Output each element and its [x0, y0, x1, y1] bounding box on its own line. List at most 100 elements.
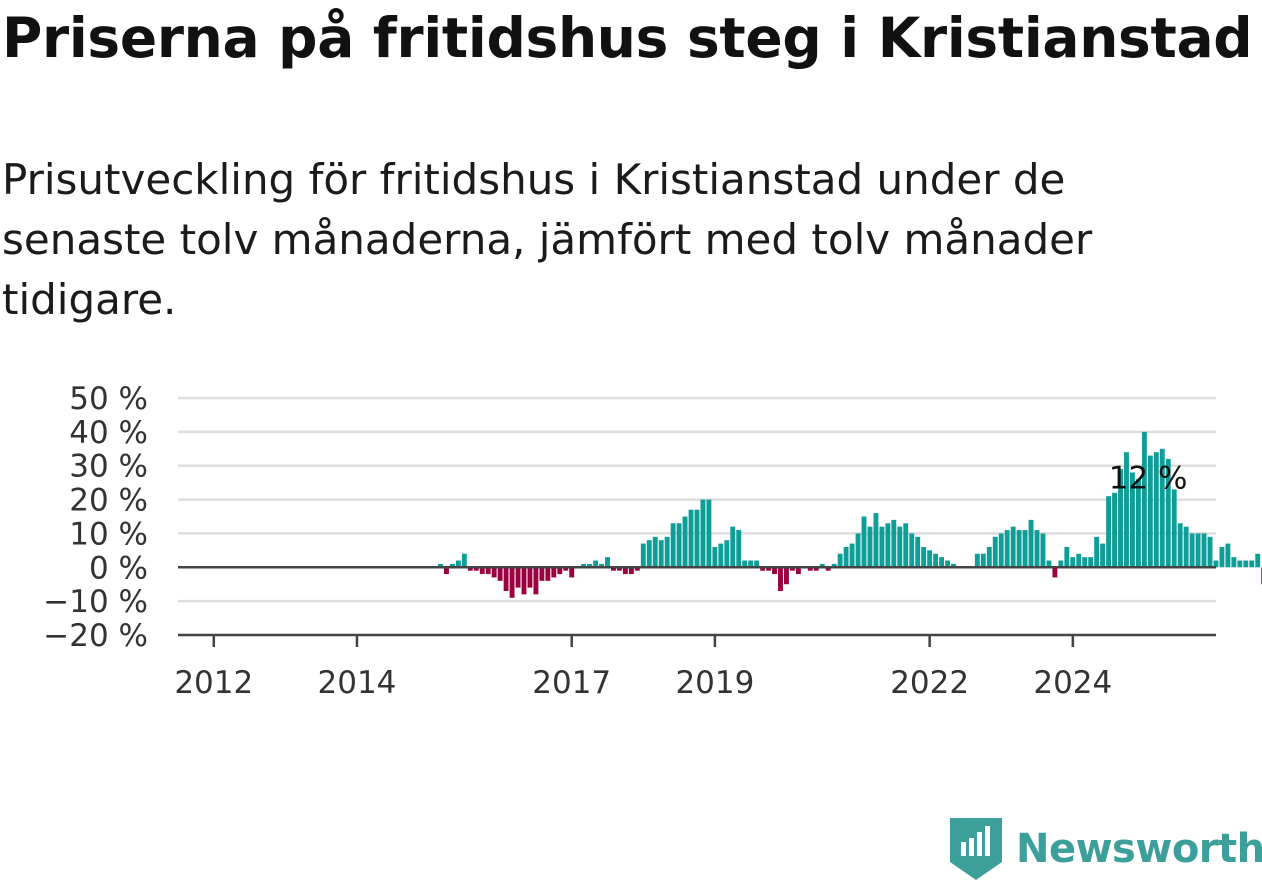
bar [855, 533, 861, 568]
y-tick-label: −20 % [43, 618, 148, 654]
bar [784, 567, 789, 585]
bar [760, 567, 766, 571]
bar [909, 533, 915, 568]
bar [509, 567, 515, 598]
bar [867, 526, 873, 568]
bar [467, 567, 473, 571]
bar [533, 567, 539, 595]
bar [903, 523, 909, 568]
bar [1147, 455, 1153, 568]
bar [1195, 533, 1201, 568]
bar [581, 563, 587, 568]
bar [563, 567, 569, 571]
bar [1189, 533, 1195, 568]
bar [479, 567, 485, 575]
bar [1016, 530, 1022, 568]
bar [622, 567, 628, 575]
bar [933, 553, 939, 568]
bar [1022, 530, 1028, 568]
bar [843, 546, 849, 568]
bar [539, 567, 545, 581]
bar [831, 563, 837, 568]
bar [1070, 557, 1076, 568]
bar [1225, 543, 1231, 568]
bar [1046, 560, 1052, 568]
bar [1165, 458, 1171, 568]
bar [503, 567, 509, 591]
brand-name: Newsworthy [1016, 826, 1262, 872]
chart-subtitle: Prisutveckling för fritidshus i Kristian… [2, 155, 1093, 324]
x-tick-label: 2012 [174, 665, 253, 700]
bar [449, 563, 455, 568]
bar [921, 546, 927, 568]
x-tick-label: 2022 [890, 665, 969, 700]
bar [998, 533, 1004, 568]
bar [551, 567, 557, 578]
bar [497, 567, 503, 581]
bar [587, 563, 593, 568]
brand: Newsworthy [950, 818, 1262, 880]
bar [1141, 431, 1147, 568]
bar [706, 499, 712, 568]
bar [849, 543, 855, 568]
bar [980, 553, 986, 568]
chart-title: Priserna på fritidshus steg i Kristianst… [2, 6, 1253, 70]
bar [730, 526, 736, 568]
y-tick-label: 10 % [69, 516, 148, 552]
bar [939, 557, 945, 568]
bar [1177, 523, 1183, 568]
bar [1255, 553, 1261, 568]
bar [766, 567, 772, 571]
bar [1100, 543, 1106, 568]
y-tick-label: 0 % [89, 550, 148, 586]
bar [885, 523, 891, 568]
bar-chart: 50 %40 %30 %20 %10 %0 %−10 %−20 % 2012 201… [43, 381, 1262, 700]
bar [754, 560, 760, 568]
bar [915, 536, 921, 568]
bar [515, 567, 521, 588]
bar [712, 546, 718, 568]
bar [700, 499, 706, 568]
bar [1135, 479, 1141, 568]
bar [724, 540, 730, 568]
bar [682, 516, 688, 568]
bar [1231, 557, 1237, 568]
bar [1219, 546, 1225, 568]
bar [1112, 492, 1117, 568]
bar [676, 523, 682, 568]
bar [605, 557, 610, 568]
bar [772, 567, 777, 575]
bar [1040, 533, 1046, 568]
bar [1243, 560, 1249, 568]
bar [557, 567, 563, 575]
bar [789, 567, 795, 571]
bar [879, 526, 885, 568]
bar [694, 509, 700, 568]
bar [438, 563, 443, 568]
x-tick-label: 2017 [532, 665, 611, 700]
bar [837, 553, 843, 568]
bar [813, 567, 819, 571]
bar [521, 567, 527, 595]
bar [825, 567, 831, 571]
bar [1124, 452, 1129, 568]
bar [1094, 536, 1100, 568]
bar [640, 543, 646, 568]
bar [634, 567, 640, 571]
bar [742, 560, 748, 568]
bar [670, 523, 676, 568]
bar [795, 567, 801, 575]
x-tick-label: 2014 [318, 665, 397, 700]
bar [736, 530, 742, 568]
bar [1058, 560, 1064, 568]
bar [1088, 557, 1094, 568]
bar [927, 550, 933, 568]
bar [945, 560, 950, 568]
bar [1106, 496, 1112, 568]
bar [992, 536, 998, 568]
bar [1249, 560, 1255, 568]
bar [1213, 560, 1219, 568]
bar [1064, 546, 1070, 568]
bar [628, 567, 634, 575]
bar [545, 567, 551, 581]
